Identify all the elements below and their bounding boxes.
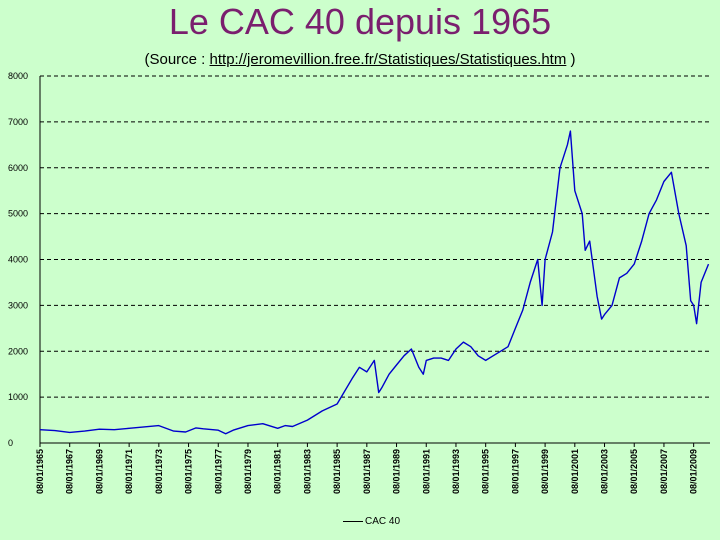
x-tick-label-8: 08/01/1981 (273, 449, 283, 494)
y-tick-label-7000: 7000 (8, 117, 28, 127)
y-tick-label-3000: 3000 (8, 300, 28, 310)
y-tick-label-8000: 8000 (8, 71, 28, 81)
x-tick-label-13: 08/01/1991 (421, 449, 431, 494)
x-tick-label-14: 08/01/1993 (451, 449, 461, 494)
y-tick-label-1000: 1000 (8, 392, 28, 402)
grid-lines (40, 75, 710, 398)
x-tick-label-19: 08/01/2003 (600, 449, 610, 494)
y-tick-label-2000: 2000 (8, 346, 28, 356)
x-tick-label-7: 08/01/1979 (243, 449, 253, 494)
x-tick-label-0: 08/01/1965 (35, 449, 45, 494)
x-tick-label-6: 08/01/1977 (213, 449, 223, 494)
legend-label: CAC 40 (365, 516, 401, 527)
x-tick-label-16: 08/01/1997 (510, 449, 520, 494)
x-tick-label-15: 08/01/1995 (481, 449, 491, 494)
legend: CAC 40 (343, 516, 400, 527)
x-tick-label-9: 08/01/1983 (302, 449, 312, 494)
x-tick-label-1: 08/01/1967 (65, 449, 75, 494)
y-tick-label-6000: 6000 (8, 163, 28, 173)
x-tick-label-18: 08/01/2001 (570, 449, 580, 494)
x-tick-label-12: 08/01/1989 (392, 449, 402, 494)
x-tick-label-22: 08/01/2009 (689, 449, 699, 494)
y-tick-label-4000: 4000 (8, 255, 28, 265)
y-axis: 0 1000 2000 3000 4000 5000 6000 7000 8000 (8, 71, 41, 448)
x-tick-label-4: 08/01/1973 (154, 449, 164, 494)
x-tick-label-21: 08/01/2007 (659, 449, 669, 494)
chart-title: Le CAC 40 depuis 1965 (168, 1, 552, 42)
x-tick-label-2: 08/01/1969 (94, 449, 104, 494)
chart-subtitle: (Source : http://jeromevillion.free.fr/S… (0, 50, 720, 70)
x-axis: 08/01/1965 08/01/1967 08/01/1969 08/01/1971… (35, 442, 710, 494)
y-tick-label-0: 0 (8, 438, 13, 448)
x-tick-label-17: 08/01/1999 (540, 449, 550, 494)
legend-swatch (343, 521, 363, 522)
x-tick-label-3: 08/01/1971 (124, 449, 134, 494)
x-tick-label-10: 08/01/1985 (332, 449, 342, 494)
x-tick-label-11: 08/01/1987 (362, 449, 372, 494)
series-layer (39, 130, 710, 435)
source-link[interactable]: http://jeromevillion.free.fr/Statistique… (209, 51, 567, 68)
x-tick-label-5: 08/01/1975 (184, 449, 194, 494)
x-tick-label-20: 08/01/2005 (629, 449, 639, 494)
y-tick-label-5000: 5000 (8, 209, 28, 219)
subtitle-prefix: (Source : (144, 51, 210, 68)
subtitle-suffix: ) (566, 51, 576, 68)
series-line-1 (39, 130, 710, 435)
